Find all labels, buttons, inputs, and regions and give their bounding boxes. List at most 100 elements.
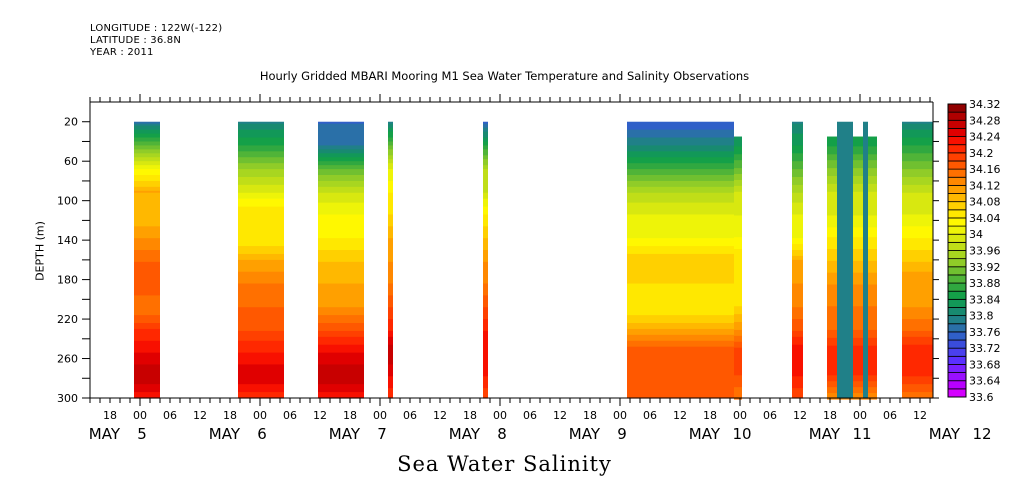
heatmap-cell: [238, 297, 284, 300]
x-tick-label: 12: [793, 409, 807, 422]
heatmap-cell: [318, 315, 364, 318]
heatmap-cell: [902, 248, 933, 251]
heatmap-cell: [238, 220, 284, 223]
heatmap-cell: [238, 218, 284, 221]
heatmap-cell: [627, 188, 734, 192]
heatmap-cell: [837, 141, 853, 145]
heatmap-cell: [902, 293, 933, 296]
heatmap-cell: [837, 287, 853, 291]
heatmap-cell: [134, 309, 160, 312]
heatmap-cell: [792, 332, 803, 336]
heatmap-cell: [837, 135, 853, 139]
heatmap-cell: [238, 372, 284, 375]
heatmap-cell: [837, 161, 853, 164]
heatmap-cell: [837, 326, 853, 330]
heatmap-cell: [318, 299, 364, 302]
heatmap-cell: [388, 307, 393, 310]
heatmap-cell: [483, 384, 488, 387]
heatmap-cell: [238, 307, 284, 310]
heatmap-cell: [627, 236, 734, 239]
heatmap-cell: [627, 251, 734, 255]
heatmap-cell: [902, 261, 933, 265]
heatmap-cell: [134, 287, 160, 291]
heatmap-cell: [238, 200, 284, 204]
heatmap-cell: [792, 143, 803, 147]
heatmap-cell: [134, 165, 160, 168]
heatmap-cell: [792, 232, 803, 235]
heatmap-cell: [734, 166, 742, 169]
heatmap-cell: [483, 220, 488, 223]
heatmap-cell: [902, 388, 933, 391]
heatmap-cell: [734, 327, 742, 331]
heatmap-cell: [483, 190, 488, 194]
heatmap-cell: [863, 285, 868, 289]
heatmap-cell: [627, 301, 734, 304]
heatmap-cell: [863, 240, 868, 243]
heatmap-cell: [318, 259, 364, 263]
heatmap-cell: [792, 354, 803, 358]
colorbar-frame: [947, 103, 967, 398]
heatmap-cell: [388, 315, 393, 318]
heatmap-cell: [238, 283, 284, 287]
heatmap-cell: [902, 139, 933, 143]
heatmap-cell: [902, 384, 933, 387]
heatmap-cell: [863, 267, 868, 271]
heatmap-cell: [837, 384, 853, 387]
heatmap-cell: [483, 135, 488, 139]
heatmap-cell: [388, 226, 393, 229]
heatmap-cell: [134, 167, 160, 170]
heatmap-cell: [318, 324, 364, 328]
heatmap-cell: [318, 214, 364, 218]
heatmap-cell: [483, 143, 488, 147]
x-tick-label: 06: [403, 409, 417, 422]
heatmap-cell: [318, 212, 364, 216]
heatmap-cell: [627, 161, 734, 164]
heatmap-cell: [734, 150, 742, 153]
heatmap-cell: [792, 145, 803, 148]
x-day-number-label: 8: [497, 425, 507, 443]
heatmap-cell: [238, 354, 284, 358]
heatmap-cell: [863, 374, 868, 377]
heatmap-cell: [902, 370, 933, 373]
heatmap-cell: [134, 386, 160, 389]
heatmap-cell: [318, 346, 364, 350]
heatmap-cell: [792, 388, 803, 391]
colorbar-swatch: [947, 258, 967, 268]
heatmap-cell: [792, 178, 803, 182]
heatmap-cell: [863, 190, 868, 194]
heatmap-cell: [837, 303, 853, 306]
heatmap-cell: [902, 121, 933, 125]
heatmap-cell: [734, 235, 742, 238]
heatmap-cell: [837, 295, 853, 298]
heatmap-cell: [863, 123, 868, 127]
heatmap-cell: [863, 299, 868, 302]
heatmap-cell: [627, 326, 734, 330]
x-tick-label: 00: [373, 409, 387, 422]
heatmap-cell: [734, 205, 742, 209]
heatmap-cell: [318, 121, 364, 125]
heatmap-cell: [627, 200, 734, 204]
heatmap-cell: [627, 340, 734, 344]
heatmap-cell: [388, 354, 393, 358]
heatmap-cell: [863, 171, 868, 174]
x-axis-label: Sea Water Salinity: [397, 452, 612, 476]
heatmap-cell: [863, 362, 868, 366]
heatmap-cell: [792, 366, 803, 369]
heatmap-cell: [902, 133, 933, 137]
heatmap-cell: [388, 182, 393, 186]
heatmap-cell: [837, 348, 853, 352]
heatmap-cell: [734, 247, 742, 250]
heatmap-cell: [627, 149, 734, 152]
heatmap-cell: [863, 226, 868, 229]
heatmap-cell: [483, 279, 488, 283]
heatmap-cell: [863, 301, 868, 304]
heatmap-cell: [318, 180, 364, 184]
heatmap-cell: [483, 123, 488, 127]
heatmap-cell: [734, 138, 742, 142]
heatmap-cell: [318, 194, 364, 198]
colorbar-swatch: [947, 298, 967, 308]
heatmap-cell: [238, 192, 284, 196]
heatmap-cell: [483, 250, 488, 253]
heatmap-cell: [837, 206, 853, 210]
heatmap-cell: [734, 231, 742, 234]
